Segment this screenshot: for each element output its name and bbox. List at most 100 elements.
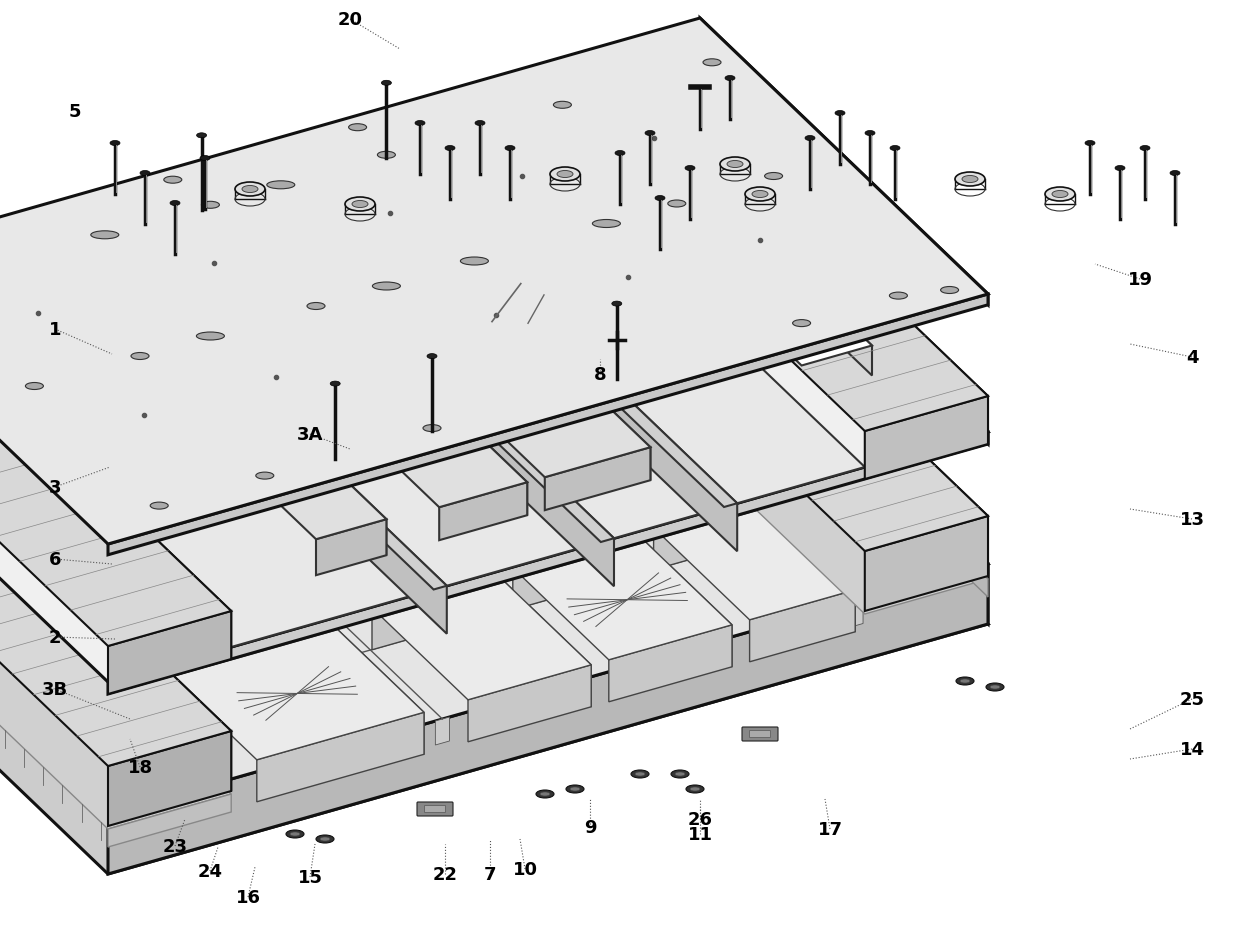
- Polygon shape: [505, 583, 591, 707]
- Ellipse shape: [866, 132, 875, 136]
- Polygon shape: [257, 713, 424, 802]
- Ellipse shape: [765, 174, 782, 180]
- Polygon shape: [701, 157, 988, 445]
- Polygon shape: [409, 491, 495, 615]
- Ellipse shape: [655, 197, 665, 201]
- Ellipse shape: [890, 147, 900, 151]
- Polygon shape: [653, 498, 759, 570]
- Polygon shape: [108, 612, 231, 694]
- Polygon shape: [372, 574, 495, 651]
- Ellipse shape: [150, 503, 169, 509]
- Polygon shape: [161, 621, 329, 710]
- Text: 23: 23: [162, 837, 187, 855]
- Ellipse shape: [570, 787, 580, 792]
- FancyBboxPatch shape: [417, 802, 453, 816]
- Text: 4: 4: [1185, 349, 1198, 367]
- Polygon shape: [0, 456, 231, 767]
- Ellipse shape: [1085, 141, 1095, 147]
- Polygon shape: [326, 263, 614, 586]
- Polygon shape: [0, 157, 988, 682]
- Ellipse shape: [445, 147, 455, 151]
- Text: 3: 3: [48, 479, 61, 496]
- Polygon shape: [849, 599, 863, 628]
- Polygon shape: [277, 762, 291, 790]
- Polygon shape: [435, 717, 449, 745]
- Polygon shape: [372, 285, 527, 367]
- Polygon shape: [108, 794, 231, 847]
- Ellipse shape: [960, 679, 970, 683]
- Ellipse shape: [200, 156, 210, 161]
- Ellipse shape: [308, 303, 325, 310]
- Text: 17: 17: [817, 820, 842, 838]
- Polygon shape: [316, 520, 387, 575]
- Ellipse shape: [330, 381, 340, 387]
- Ellipse shape: [255, 472, 274, 480]
- Ellipse shape: [110, 141, 120, 147]
- Ellipse shape: [345, 198, 374, 212]
- FancyBboxPatch shape: [424, 806, 445, 813]
- Ellipse shape: [377, 152, 396, 159]
- Polygon shape: [567, 416, 759, 528]
- Ellipse shape: [593, 220, 620, 228]
- Ellipse shape: [242, 187, 258, 193]
- Text: 26: 26: [687, 810, 713, 828]
- Polygon shape: [663, 508, 856, 620]
- Ellipse shape: [745, 187, 775, 201]
- Polygon shape: [549, 450, 636, 575]
- Ellipse shape: [631, 770, 649, 779]
- Ellipse shape: [725, 76, 735, 82]
- Text: 25: 25: [1179, 690, 1204, 708]
- Polygon shape: [810, 287, 872, 376]
- Text: 2: 2: [48, 628, 61, 646]
- Ellipse shape: [671, 770, 689, 779]
- Polygon shape: [382, 583, 591, 700]
- Ellipse shape: [889, 293, 908, 300]
- Text: 20: 20: [337, 11, 362, 29]
- Polygon shape: [577, 240, 988, 551]
- Polygon shape: [603, 402, 651, 481]
- Ellipse shape: [316, 835, 334, 844]
- Ellipse shape: [1140, 147, 1149, 151]
- Polygon shape: [0, 456, 231, 792]
- Ellipse shape: [751, 191, 768, 199]
- Polygon shape: [329, 465, 387, 556]
- Text: 22: 22: [433, 865, 458, 883]
- Text: 3B: 3B: [42, 680, 68, 698]
- Text: 9: 9: [584, 818, 596, 836]
- Ellipse shape: [645, 132, 655, 136]
- Ellipse shape: [423, 425, 441, 432]
- Polygon shape: [577, 677, 590, 705]
- Polygon shape: [481, 333, 663, 436]
- Ellipse shape: [689, 787, 701, 792]
- Polygon shape: [0, 192, 864, 648]
- Polygon shape: [231, 349, 289, 440]
- Ellipse shape: [727, 161, 743, 168]
- Polygon shape: [64, 529, 232, 618]
- Ellipse shape: [196, 332, 224, 341]
- Ellipse shape: [553, 102, 572, 110]
- Ellipse shape: [131, 354, 149, 360]
- Polygon shape: [145, 310, 446, 590]
- FancyBboxPatch shape: [749, 730, 770, 738]
- Ellipse shape: [805, 136, 815, 141]
- Ellipse shape: [460, 258, 489, 265]
- Polygon shape: [337, 630, 424, 754]
- Ellipse shape: [505, 147, 515, 151]
- Text: 18: 18: [128, 758, 153, 776]
- Text: 24: 24: [197, 862, 222, 880]
- Ellipse shape: [320, 837, 330, 841]
- Ellipse shape: [475, 122, 485, 126]
- Ellipse shape: [565, 785, 584, 793]
- Polygon shape: [577, 303, 988, 614]
- Polygon shape: [513, 534, 636, 610]
- Polygon shape: [646, 542, 732, 667]
- Ellipse shape: [703, 59, 720, 67]
- Ellipse shape: [1052, 191, 1068, 199]
- Ellipse shape: [956, 677, 973, 685]
- Polygon shape: [864, 396, 988, 480]
- Ellipse shape: [941, 287, 959, 294]
- Polygon shape: [123, 334, 693, 500]
- Text: 8: 8: [594, 366, 606, 383]
- Polygon shape: [143, 349, 289, 430]
- Polygon shape: [108, 432, 988, 694]
